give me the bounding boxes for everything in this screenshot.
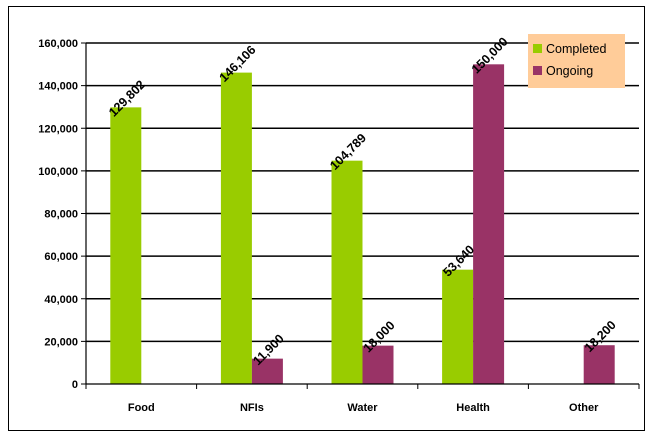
y-tick-label: 60,000 [44, 251, 78, 263]
legend-label-completed: Completed [546, 42, 606, 56]
bar-completed-nfis [220, 72, 252, 385]
bar-completed-health [442, 269, 474, 384]
x-tick-label: Health [456, 402, 490, 414]
bar-ongoing-other [583, 345, 615, 384]
legend-swatch-ongoing [533, 66, 542, 75]
x-tick-label: Water [347, 402, 378, 414]
y-tick-label: 140,000 [38, 81, 78, 93]
bars [110, 64, 615, 385]
x-tick-label: Other [569, 402, 599, 414]
legend-box [528, 34, 625, 88]
bar-completed-water [331, 160, 363, 384]
bar-chart: 0 20,000 40,000 60,000 80,000 100,000 120,000 1… [38, 34, 640, 414]
bar-completed-food [110, 107, 142, 384]
y-tick-label: 20,000 [44, 336, 78, 348]
y-tick-label: 80,000 [44, 209, 78, 221]
bar-ongoing-health [473, 64, 505, 384]
legend-label-ongoing: Ongoing [546, 64, 593, 78]
legend-swatch-completed [533, 44, 542, 53]
y-tick-label: 120,000 [38, 123, 78, 135]
axes: 0 20,000 40,000 60,000 80,000 100,000 120,000 1… [38, 38, 640, 414]
chart-frame: 0 20,000 40,000 60,000 80,000 100,000 120,000 1… [8, 6, 645, 431]
bar-ongoing-water [362, 345, 394, 384]
x-tick-label: NFIs [240, 402, 264, 414]
y-tick-label: 40,000 [44, 294, 78, 306]
y-tick-label: 160,000 [38, 38, 78, 50]
x-tick-label: Food [128, 402, 155, 414]
y-tick-label: 0 [72, 379, 78, 391]
y-tick-label: 100,000 [38, 166, 78, 178]
bar-ongoing-nfis [251, 358, 283, 384]
legend: Completed Ongoing [528, 34, 625, 88]
